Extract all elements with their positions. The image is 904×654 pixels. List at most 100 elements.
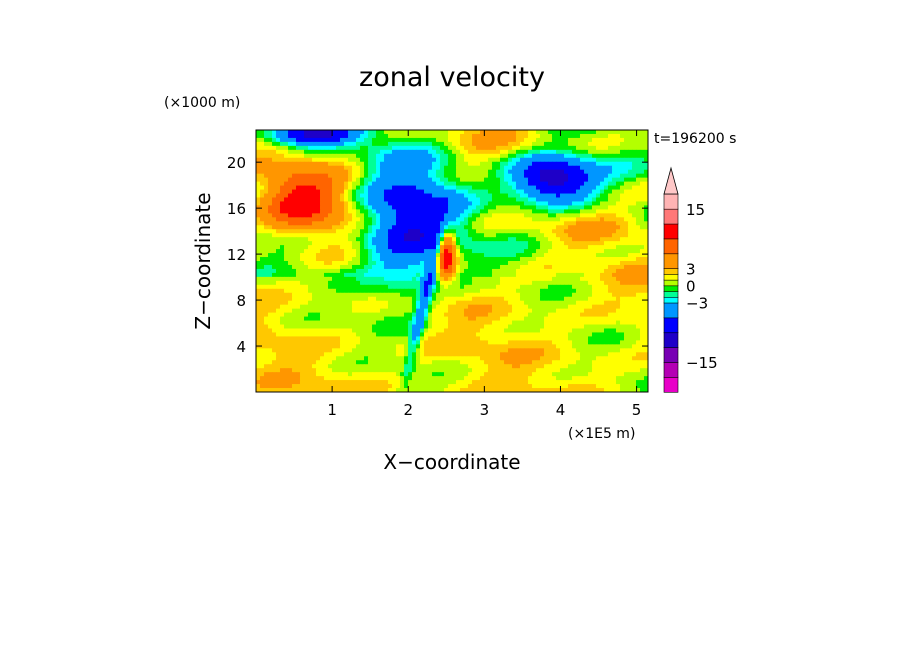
field-cell bbox=[388, 201, 393, 206]
field-cell bbox=[620, 268, 625, 274]
field-cell bbox=[476, 324, 481, 329]
field-cell bbox=[504, 133, 509, 139]
field-cell bbox=[516, 245, 521, 250]
field-cell bbox=[340, 288, 345, 294]
field-cell bbox=[416, 141, 421, 147]
field-cell bbox=[428, 261, 433, 266]
field-cell bbox=[516, 221, 521, 226]
field-cell bbox=[512, 173, 517, 179]
field-cell bbox=[520, 249, 525, 254]
field-cell bbox=[316, 264, 321, 270]
field-cell bbox=[428, 221, 433, 226]
field-cell bbox=[432, 304, 437, 310]
field-cell bbox=[512, 296, 517, 302]
field-cell bbox=[552, 209, 557, 214]
field-cell bbox=[260, 276, 265, 282]
field-cell bbox=[452, 304, 457, 310]
field-cell bbox=[632, 193, 637, 198]
field-cell bbox=[484, 320, 489, 325]
field-cell bbox=[384, 149, 389, 155]
field-cell bbox=[636, 205, 641, 210]
field-cell bbox=[548, 320, 553, 325]
field-cell bbox=[432, 185, 437, 190]
field-cell bbox=[420, 237, 425, 242]
field-cell bbox=[516, 189, 521, 194]
field-cell bbox=[412, 245, 417, 250]
field-cell bbox=[556, 241, 561, 246]
field-cell bbox=[632, 133, 637, 139]
field-cell bbox=[636, 225, 641, 230]
field-cell bbox=[584, 237, 589, 242]
field-cell bbox=[536, 264, 541, 270]
field-cell bbox=[296, 145, 301, 151]
field-cell bbox=[296, 197, 301, 202]
field-cell bbox=[604, 296, 609, 302]
field-cell bbox=[612, 288, 617, 294]
field-cell bbox=[632, 280, 637, 286]
field-cell bbox=[360, 284, 365, 290]
field-cell bbox=[484, 300, 489, 306]
field-cell bbox=[536, 308, 541, 314]
field-cell bbox=[476, 320, 481, 325]
field-cell bbox=[584, 324, 589, 329]
field-cell bbox=[448, 157, 453, 163]
field-cell bbox=[580, 261, 585, 266]
field-cell bbox=[532, 137, 537, 143]
field-cell bbox=[364, 205, 369, 210]
field-cell bbox=[320, 137, 325, 143]
field-cell bbox=[420, 308, 425, 314]
field-cell bbox=[432, 272, 437, 278]
field-cell bbox=[592, 177, 597, 183]
field-cell bbox=[564, 181, 569, 186]
field-cell bbox=[288, 284, 293, 290]
field-cell bbox=[628, 284, 633, 290]
field-cell bbox=[428, 193, 433, 198]
field-cell bbox=[592, 209, 597, 214]
field-cell bbox=[556, 213, 561, 218]
field-cell bbox=[492, 288, 497, 294]
field-cell bbox=[376, 237, 381, 242]
field-cell bbox=[580, 201, 585, 206]
field-cell bbox=[380, 229, 385, 234]
field-cell bbox=[448, 268, 453, 274]
field-cell bbox=[264, 249, 269, 254]
field-cell bbox=[392, 241, 397, 246]
field-cell bbox=[512, 161, 517, 167]
field-cell bbox=[608, 272, 613, 278]
field-cell bbox=[408, 249, 413, 254]
field-cell bbox=[568, 205, 573, 210]
field-cell bbox=[576, 153, 581, 159]
field-cell bbox=[480, 272, 485, 278]
field-cell bbox=[452, 177, 457, 183]
field-cell bbox=[616, 173, 621, 179]
field-cell bbox=[348, 205, 353, 210]
field-cell bbox=[284, 130, 289, 135]
field-cell bbox=[632, 137, 637, 143]
field-cell bbox=[336, 185, 341, 190]
field-cell bbox=[416, 157, 421, 163]
field-cell bbox=[524, 296, 529, 302]
field-cell bbox=[484, 304, 489, 310]
field-cell bbox=[580, 229, 585, 234]
field-cell bbox=[328, 189, 333, 194]
field-cell bbox=[360, 229, 365, 234]
field-cell bbox=[556, 181, 561, 186]
field-cell bbox=[548, 253, 553, 258]
field-cell bbox=[288, 300, 293, 306]
field-cell bbox=[432, 276, 437, 282]
field-cell bbox=[512, 284, 517, 290]
field-cell bbox=[436, 137, 441, 143]
field-cell bbox=[608, 241, 613, 246]
field-cell bbox=[560, 241, 565, 246]
field-cell bbox=[260, 316, 265, 321]
field-cell bbox=[604, 245, 609, 250]
field-cell bbox=[272, 253, 277, 258]
field-cell bbox=[300, 253, 305, 258]
field-cell bbox=[372, 253, 377, 258]
field-cell bbox=[452, 137, 457, 143]
field-cell bbox=[348, 169, 353, 175]
field-cell bbox=[428, 324, 433, 329]
field-cell bbox=[460, 316, 465, 321]
field-cell bbox=[384, 257, 389, 262]
field-cell bbox=[612, 209, 617, 214]
